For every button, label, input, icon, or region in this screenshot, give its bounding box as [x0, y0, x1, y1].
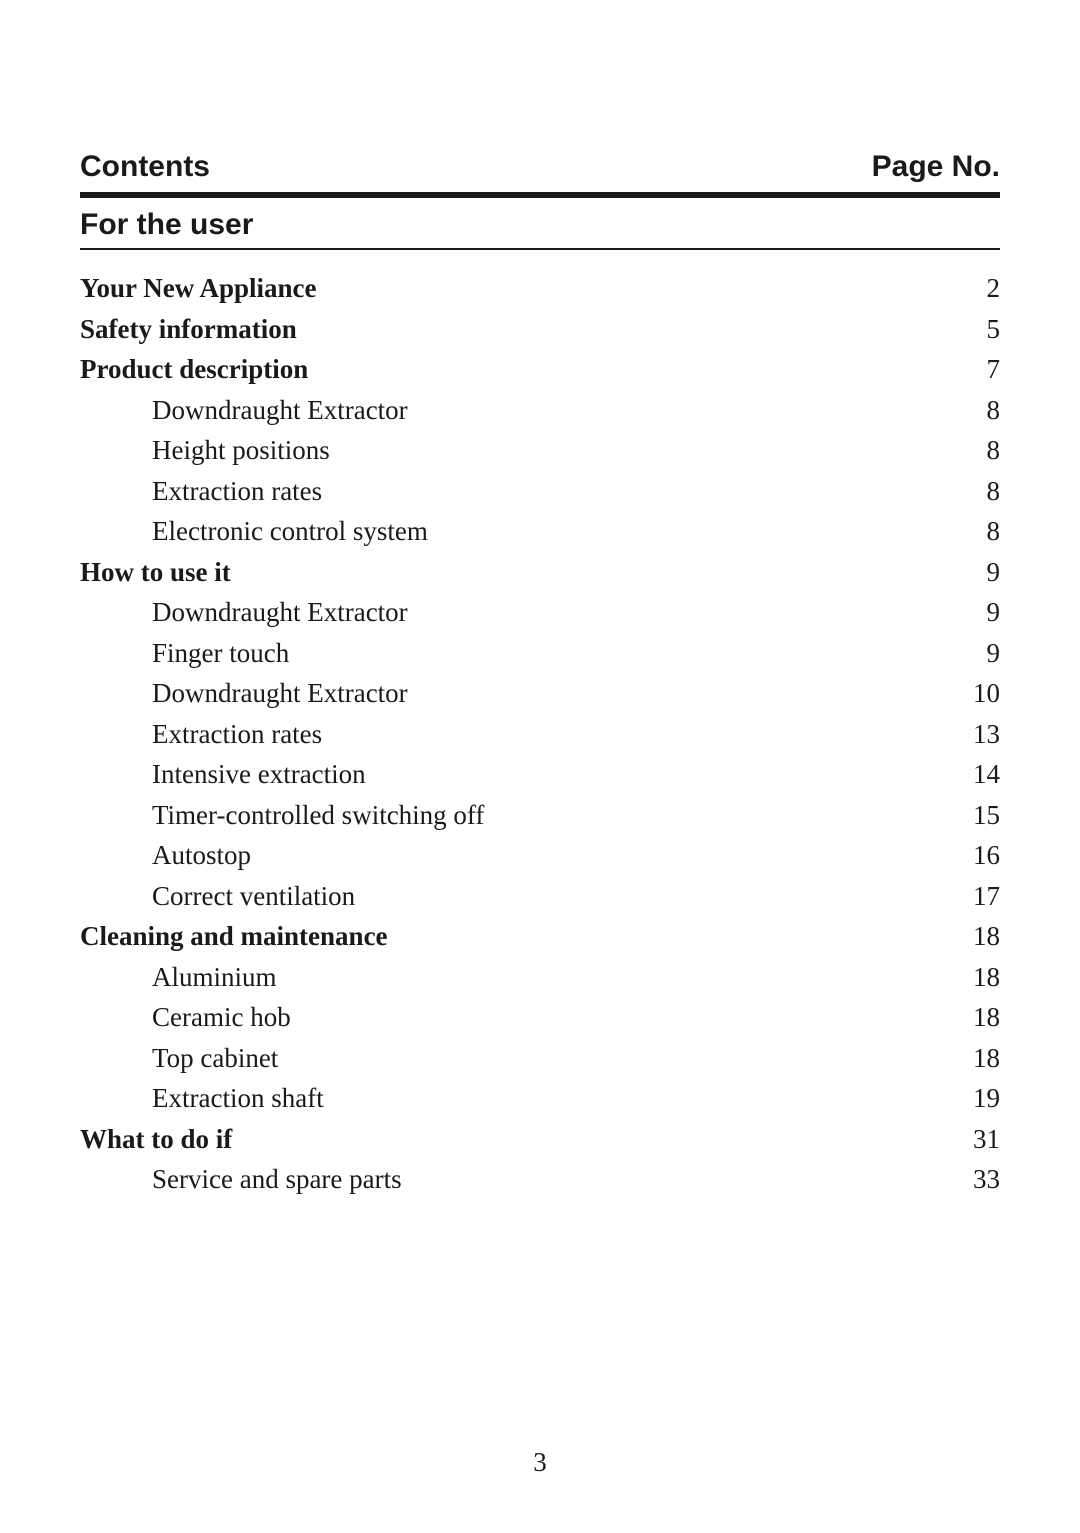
toc-label: Extraction rates [80, 471, 322, 512]
toc-row: Autostop 16 [80, 835, 1000, 876]
toc-page: 9 [952, 633, 1000, 674]
toc-page: 8 [952, 471, 1000, 512]
toc-page: 8 [952, 511, 1000, 552]
toc-label: Product description [80, 349, 308, 390]
toc-page: 9 [952, 552, 1000, 593]
toc-page: 14 [952, 754, 1000, 795]
toc-label: Height positions [80, 430, 330, 471]
toc-label: Downdraught Extractor [80, 390, 408, 431]
toc-row: Cleaning and maintenance 18 [80, 916, 1000, 957]
toc-page: 31 [952, 1119, 1000, 1160]
toc-row: Downdraught Extractor 9 [80, 592, 1000, 633]
toc-label: Downdraught Extractor [80, 592, 408, 633]
toc-page: 5 [952, 309, 1000, 350]
toc-label: Cleaning and maintenance [80, 916, 388, 957]
toc-label: Service and spare parts [80, 1159, 402, 1200]
toc-label: Safety information [80, 309, 297, 350]
toc-page: 9 [952, 592, 1000, 633]
toc-page: 8 [952, 430, 1000, 471]
toc-page: 17 [952, 876, 1000, 917]
header-row: Contents Page No. [80, 150, 1000, 192]
toc-page: 33 [952, 1159, 1000, 1200]
toc-row: Timer-controlled switching off 15 [80, 795, 1000, 836]
header-left: Contents [80, 150, 210, 184]
page: Contents Page No. For the user Your New … [0, 0, 1080, 1533]
toc-label: Timer-controlled switching off [80, 795, 484, 836]
toc: Your New Appliance2Safety information5Pr… [80, 268, 1000, 1200]
toc-label: Aluminium [80, 957, 277, 998]
toc-label: Finger touch [80, 633, 289, 674]
toc-page: 18 [952, 916, 1000, 957]
toc-page: 16 [952, 835, 1000, 876]
toc-row: Extraction rates 13 [80, 714, 1000, 755]
toc-row: Service and spare parts 33 [80, 1159, 1000, 1200]
toc-row: Aluminium 18 [80, 957, 1000, 998]
toc-row: Ceramic hob 18 [80, 997, 1000, 1038]
toc-page: 7 [952, 349, 1000, 390]
toc-label: Correct ventilation [80, 876, 355, 917]
toc-label: What to do if [80, 1119, 232, 1160]
toc-page: 18 [952, 957, 1000, 998]
toc-row: What to do if 31 [80, 1119, 1000, 1160]
toc-row: Electronic control system 8 [80, 511, 1000, 552]
thick-rule [80, 192, 1000, 198]
toc-page: 8 [952, 390, 1000, 431]
toc-page: 10 [952, 673, 1000, 714]
toc-label: Extraction shaft [80, 1078, 324, 1119]
toc-page: 19 [952, 1078, 1000, 1119]
toc-row: Extraction rates 8 [80, 471, 1000, 512]
toc-row: Extraction shaft 19 [80, 1078, 1000, 1119]
toc-label: How to use it [80, 552, 231, 593]
toc-row: Downdraught Extractor 10 [80, 673, 1000, 714]
toc-row: Downdraught Extractor 8 [80, 390, 1000, 431]
toc-row: Correct ventilation 17 [80, 876, 1000, 917]
toc-label: Extraction rates [80, 714, 322, 755]
page-number: 3 [0, 1447, 1080, 1478]
toc-page: 13 [952, 714, 1000, 755]
toc-page: 2 [952, 268, 1000, 309]
toc-label: Autostop [80, 835, 251, 876]
thin-rule [80, 248, 1000, 250]
header-right: Page No. [872, 150, 1000, 184]
toc-row: Intensive extraction 14 [80, 754, 1000, 795]
toc-label: Ceramic hob [80, 997, 291, 1038]
toc-row: How to use it 9 [80, 552, 1000, 593]
toc-label: Top cabinet [80, 1038, 278, 1079]
toc-page: 18 [952, 997, 1000, 1038]
toc-label: Intensive extraction [80, 754, 366, 795]
toc-row: Safety information 5 [80, 309, 1000, 350]
toc-row: Your New Appliance 2 [80, 268, 1000, 309]
toc-label: Your New Appliance [80, 268, 317, 309]
section-title: For the user [80, 204, 1000, 248]
toc-label: Downdraught Extractor [80, 673, 408, 714]
toc-page: 18 [952, 1038, 1000, 1079]
toc-row: Top cabinet 18 [80, 1038, 1000, 1079]
toc-row: Height positions 8 [80, 430, 1000, 471]
toc-page: 15 [952, 795, 1000, 836]
toc-label: Electronic control system [80, 511, 428, 552]
toc-row: Finger touch 9 [80, 633, 1000, 674]
toc-row: Product description 7 [80, 349, 1000, 390]
